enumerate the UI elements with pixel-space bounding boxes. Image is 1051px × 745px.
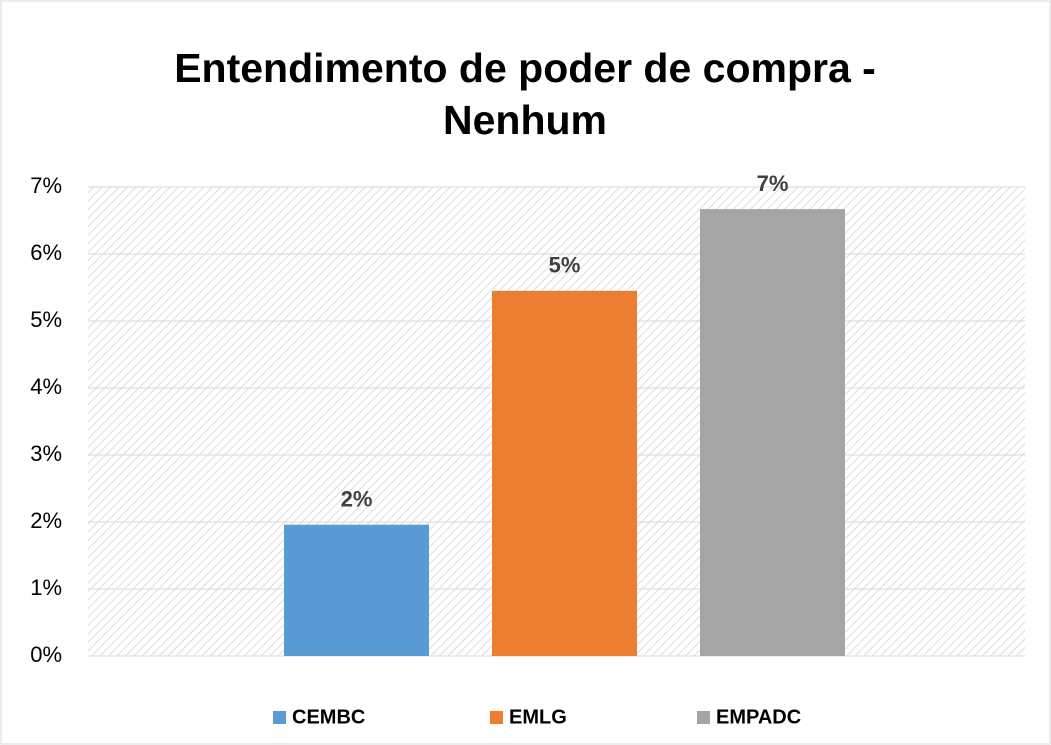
data-label: 2% bbox=[341, 486, 373, 511]
data-label: 5% bbox=[549, 253, 581, 278]
legend-swatch bbox=[490, 711, 503, 724]
y-tick-label: 3% bbox=[30, 441, 62, 466]
y-tick-label: 4% bbox=[30, 374, 62, 399]
legend-label: CEMBC bbox=[292, 706, 365, 728]
y-tick-label: 0% bbox=[30, 642, 62, 667]
bar bbox=[700, 209, 845, 657]
y-tick-label: 5% bbox=[30, 307, 62, 332]
legend-label: EMPADC bbox=[716, 706, 801, 728]
legend-swatch bbox=[697, 711, 710, 724]
y-tick-label: 6% bbox=[30, 240, 62, 265]
legend-label: EMLG bbox=[509, 706, 567, 728]
y-tick-label: 1% bbox=[30, 575, 62, 600]
y-tick-label: 2% bbox=[30, 508, 62, 533]
chart-title: Entendimento de poder de compra - Nenhum bbox=[174, 45, 876, 143]
y-tick-label: 7% bbox=[30, 173, 62, 198]
legend-swatch bbox=[273, 711, 286, 724]
data-label: 7% bbox=[757, 171, 789, 196]
bar bbox=[284, 524, 429, 656]
bar bbox=[492, 290, 637, 656]
